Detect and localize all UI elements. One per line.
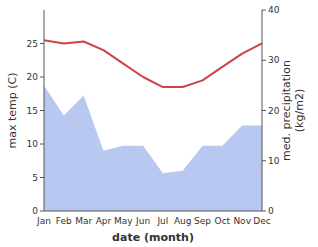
y-tick	[40, 110, 44, 111]
x-tick-label: Sep	[194, 216, 211, 226]
y-axis-label: max temp (C)	[6, 72, 19, 148]
y-tick	[40, 144, 44, 145]
y-tick	[40, 43, 44, 44]
y-tick	[40, 77, 44, 78]
y-tick	[40, 211, 44, 212]
chart-container: Jan FebMar AprMayJun Jul AugSep OctNovDec date…	[0, 0, 318, 247]
y2-tick	[262, 160, 266, 161]
y2-tick-label: 20	[268, 106, 280, 116]
x-tick-label: Jul	[156, 216, 168, 226]
y2-tick-label: 0	[268, 206, 274, 216]
y-tick-label: 5	[32, 173, 38, 183]
x-tick-label: Oct	[215, 216, 231, 226]
y-tick-label: 20	[27, 72, 39, 82]
y2-tick	[262, 10, 266, 11]
precipitation-area	[44, 85, 262, 211]
x-tick-label: Aug	[174, 216, 192, 226]
x-axis-line	[44, 211, 262, 212]
plot-area	[44, 40, 262, 211]
y2-axis-label: med. precipitation(kg/m2)	[280, 60, 306, 161]
y-tick	[40, 177, 44, 178]
y-tick-label: 0	[32, 206, 38, 216]
x-axis-label: date (month)	[112, 231, 194, 244]
x-tick-label: Jan	[36, 216, 51, 226]
temperature-line	[44, 40, 262, 87]
x-tick-label: May	[114, 216, 133, 226]
y2-axis-label-line: med. precipitation	[280, 60, 293, 161]
y2-tick	[262, 211, 266, 212]
x-tick-label: Mar	[75, 216, 92, 226]
y-tick-label: 25	[27, 39, 38, 49]
x-tick-label: Apr	[96, 216, 112, 226]
y2-tick-label: 40	[268, 5, 280, 15]
x-tick-label: Dec	[253, 216, 270, 226]
y2-axis-label-line: (kg/m2)	[293, 89, 306, 132]
y-tick-label: 10	[27, 139, 39, 149]
y2-tick-label: 30	[268, 55, 280, 65]
chart-svg: Jan FebMar AprMayJun Jul AugSep OctNovDec date…	[0, 0, 318, 247]
y-tick-label: 15	[27, 106, 38, 116]
x-tick-label: Jun	[135, 216, 150, 226]
y2-tick-label: 10	[268, 156, 280, 166]
x-tick-label: Nov	[233, 216, 251, 226]
x-tick-label: Feb	[56, 216, 72, 226]
y2-tick	[262, 60, 266, 61]
y2-tick	[262, 110, 266, 111]
